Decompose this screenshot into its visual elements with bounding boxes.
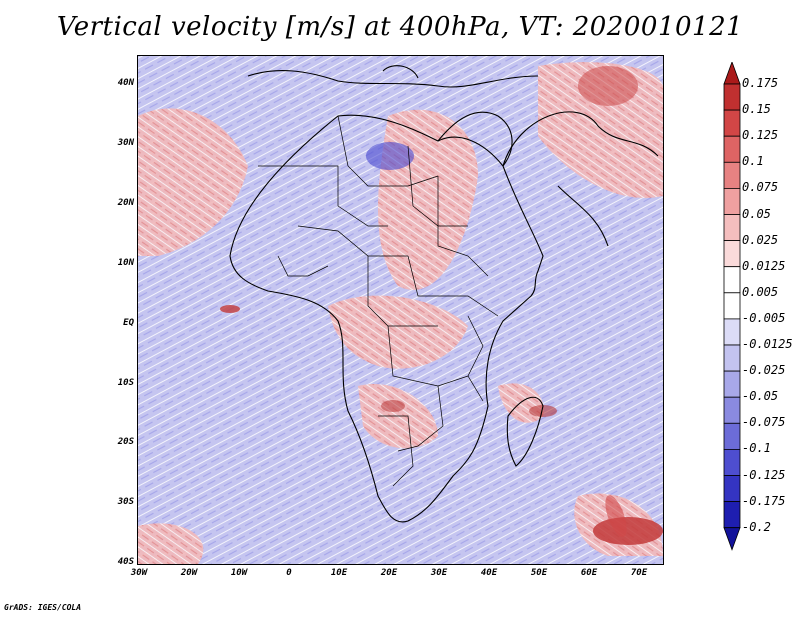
- lat-tick: EQ: [123, 318, 134, 328]
- colorbar-label: -0.175: [742, 493, 786, 508]
- colorbar-label: -0.2: [742, 519, 771, 534]
- colorbar-swatch: [723, 161, 741, 189]
- lat-tick: 30S: [117, 497, 134, 507]
- lon-tick: 60E: [580, 568, 598, 578]
- colorbar-swatch: [723, 448, 741, 476]
- map-panel: [137, 55, 664, 565]
- lon-tick: 10E: [330, 568, 348, 578]
- colorbar-label: 0.125: [742, 128, 779, 143]
- colorbar-bottom-triangle: [723, 527, 741, 551]
- colorbar-swatch: [723, 292, 741, 320]
- colorbar-swatch: [723, 501, 741, 529]
- lat-tick: 10N: [117, 258, 134, 268]
- credit-text: GrADS: IGES/COLA: [4, 603, 82, 612]
- colorbar-swatch: [723, 188, 741, 215]
- colorbar-swatch: [723, 109, 741, 137]
- colorbar-swatch: [723, 344, 741, 372]
- colorbar-label: -0.025: [742, 363, 786, 378]
- vertical-velocity-field: [138, 56, 663, 564]
- lon-tick: 30W: [130, 568, 148, 578]
- colorbar-swatch: [723, 370, 741, 398]
- colorbar-label: -0.075: [742, 415, 786, 430]
- lon-tick: 10W: [230, 568, 248, 578]
- colorbar: [722, 62, 800, 556]
- colorbar-label: -0.125: [742, 467, 786, 482]
- colorbar-label: -0.05: [742, 389, 779, 404]
- colorbar-label: 0.0125: [742, 258, 786, 273]
- lon-tick: 70E: [630, 568, 648, 578]
- lat-tick: 10S: [117, 378, 134, 388]
- lon-tick: 40E: [480, 568, 498, 578]
- colorbar-swatches: [723, 62, 741, 551]
- colorbar-label: -0.005: [742, 310, 786, 325]
- colorbar-label: 0.005: [742, 284, 779, 299]
- colorbar-swatch: [723, 422, 741, 450]
- lon-tick: 20E: [380, 568, 398, 578]
- colorbar-label: -0.0125: [742, 337, 793, 351]
- lat-tick: 30N: [117, 138, 134, 148]
- colorbar-label: -0.1: [742, 441, 771, 456]
- lon-tick: 20W: [180, 568, 198, 578]
- coastlines: [229, 65, 659, 523]
- colorbar-label: 0.025: [742, 232, 779, 247]
- chart-title: Vertical velocity [m/s] at 400hPa, VT: 2…: [56, 12, 744, 42]
- colorbar-swatch: [723, 240, 741, 268]
- lat-tick: 20S: [117, 437, 134, 447]
- colorbar-swatch: [723, 475, 741, 503]
- lat-tick: 40N: [117, 78, 134, 88]
- country-borders: [258, 115, 499, 487]
- colorbar-label: 0.05: [742, 206, 771, 221]
- colorbar-swatch: [723, 396, 741, 424]
- colorbar-label: 0.175: [742, 76, 779, 90]
- colorbar-swatch: [723, 266, 741, 294]
- colorbar-swatch: [723, 318, 741, 346]
- colorbar-swatch: [723, 214, 741, 242]
- colorbar-label: 0.1: [742, 154, 764, 169]
- lon-tick: 50E: [530, 568, 548, 578]
- lat-tick: 20N: [117, 198, 134, 208]
- lat-tick: 40S: [117, 557, 134, 567]
- colorbar-top-triangle: [723, 62, 741, 85]
- colorbar-label: 0.075: [742, 180, 779, 195]
- lon-tick: 0: [286, 568, 292, 578]
- colorbar-swatch: [723, 83, 741, 111]
- colorbar-swatch: [723, 135, 741, 163]
- colorbar-label: 0.15: [742, 102, 771, 117]
- strong-cells: [220, 66, 663, 545]
- lon-tick: 30E: [430, 568, 448, 578]
